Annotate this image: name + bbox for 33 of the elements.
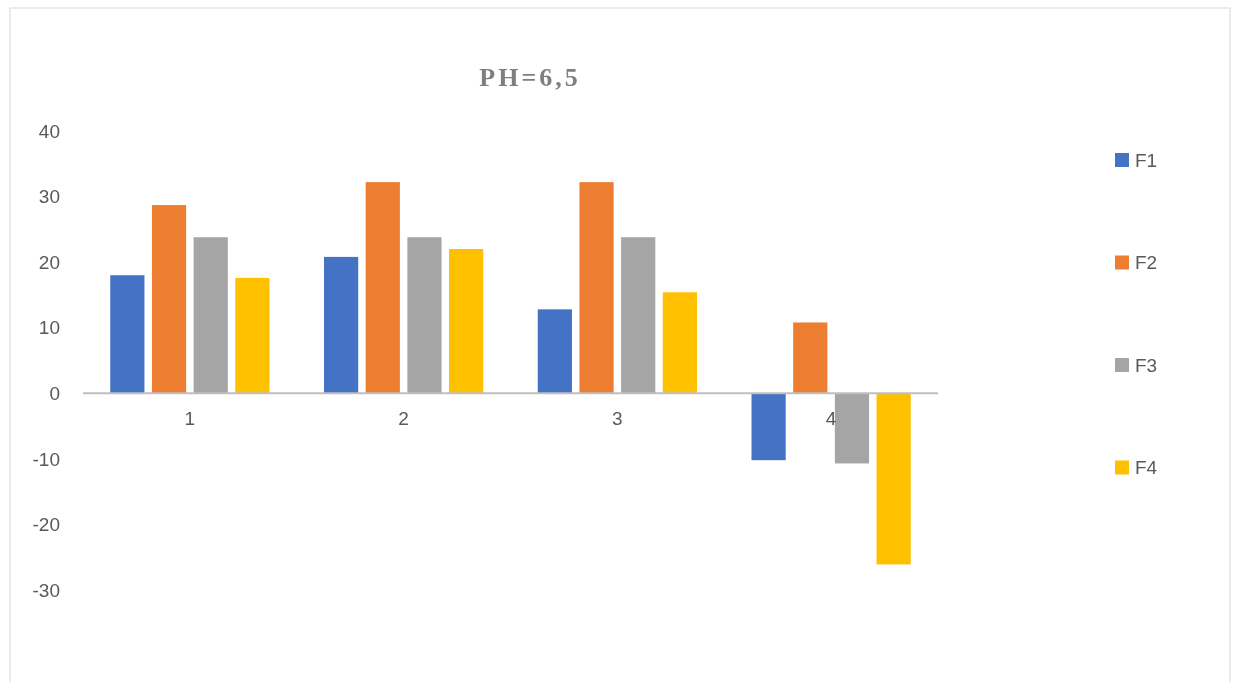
bar (751, 393, 786, 461)
legend-label: F2 (1135, 252, 1158, 274)
chart-title: PH=6,5 (479, 63, 581, 92)
y-tick-label: 30 (38, 186, 60, 208)
y-tick-label: 40 (38, 120, 60, 142)
y-tick-label: -20 (32, 514, 60, 536)
x-tick-label: 4 (825, 408, 837, 430)
legend-label: F3 (1135, 354, 1158, 376)
x-tick-label: 3 (612, 408, 623, 430)
y-tick-label: 10 (38, 317, 60, 339)
x-tick-label: 1 (184, 408, 196, 430)
bar (621, 237, 656, 394)
y-tick-label: -30 (32, 579, 60, 601)
bar (579, 182, 614, 394)
bar (193, 237, 228, 394)
bar (793, 322, 828, 394)
bar (110, 275, 145, 394)
bar (876, 393, 911, 565)
legend-label: F1 (1135, 149, 1158, 171)
bar (662, 292, 697, 394)
bar (834, 393, 870, 464)
bar (365, 182, 400, 394)
y-tick-label: 0 (49, 382, 60, 404)
bar (537, 309, 572, 394)
y-tick-label: 20 (38, 251, 60, 273)
x-tick-label: 2 (398, 408, 409, 430)
y-tick-label: -10 (32, 448, 60, 470)
bar (407, 237, 442, 394)
bar (449, 249, 484, 394)
bar (151, 205, 187, 394)
bar (324, 256, 359, 394)
legend-label: F4 (1135, 457, 1158, 479)
bar (235, 277, 270, 394)
